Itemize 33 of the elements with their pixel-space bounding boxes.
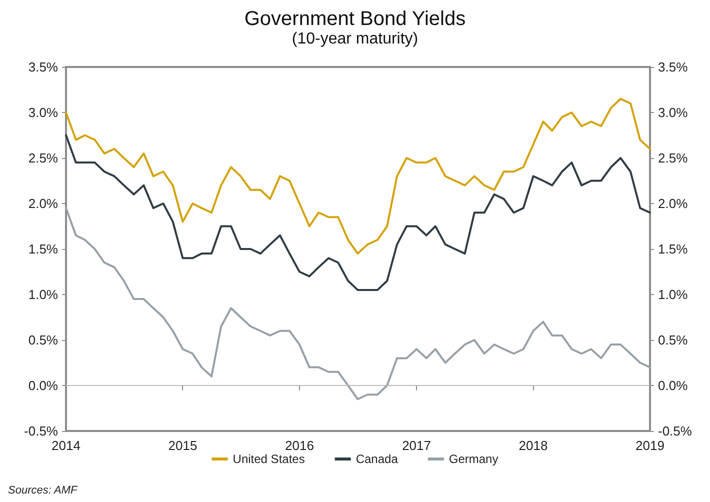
y-tick-label: 0.0% (28, 378, 58, 393)
y-tick-label: 2.0% (28, 196, 58, 211)
y2-tick-label: 0.5% (658, 332, 688, 348)
legend-label: Canada (356, 452, 398, 466)
y2-tick-label: 3.0% (658, 105, 688, 120)
y2-tick-label: -0.5% (658, 424, 692, 438)
chart-title: Government Bond Yields (244, 8, 466, 30)
y-tick-label: -0.5% (24, 424, 58, 438)
y2-tick-label: 2.0% (658, 196, 688, 211)
line-series (65, 98, 651, 255)
x-tick-label: 2015 (168, 438, 198, 453)
source-note: Sources: AMF (8, 484, 79, 496)
x-tick-label: 2017 (402, 438, 431, 453)
legend-label: United States (232, 452, 305, 466)
y-tick-label: 3.5% (28, 60, 58, 74)
x-tick-label: 2014 (52, 438, 80, 453)
y-tick-label: 0.5% (28, 332, 58, 348)
y-tick-label: 1.0% (28, 287, 58, 302)
x-tick-label: 2019 (636, 438, 664, 453)
legend-label: Germany (448, 452, 498, 466)
x-tick-label: 2016 (285, 438, 314, 453)
line-series (65, 134, 651, 291)
y2-tick-label: 3.5% (658, 60, 688, 74)
y2-tick-label: 2.5% (658, 150, 688, 166)
y2-tick-label: 0.0% (658, 378, 688, 393)
chart-subtitle: (10-year maturity) (292, 30, 418, 48)
y2-tick-label: 1.5% (658, 242, 688, 256)
y2-tick-label: 1.0% (658, 287, 688, 302)
y-tick-label: 3.0% (28, 105, 58, 120)
line-series (65, 207, 651, 400)
y-tick-label: 2.5% (28, 150, 58, 166)
y-tick-label: 1.5% (28, 242, 58, 256)
x-tick-label: 2018 (518, 438, 548, 453)
